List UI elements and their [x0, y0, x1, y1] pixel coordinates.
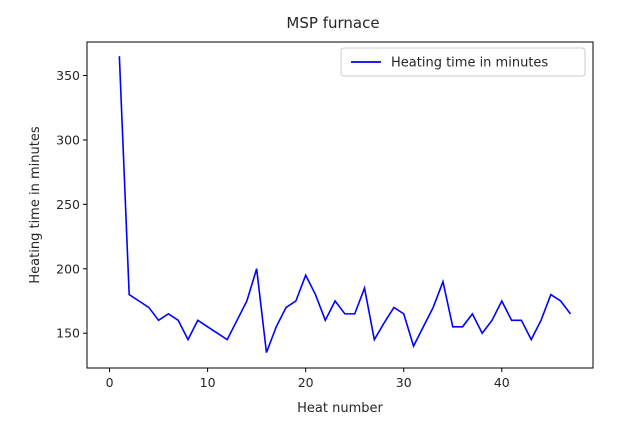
y-axis-ticks: 150 200 250 300 350	[56, 68, 87, 341]
y-tick-label: 300	[56, 132, 80, 147]
x-tick-label: 30	[396, 375, 412, 390]
chart-title: MSP furnace	[286, 14, 379, 32]
x-axis-label: Heat number	[297, 401, 383, 416]
plot-area-frame	[86, 41, 594, 369]
x-axis-ticks: 0 10 20 30 40	[106, 368, 510, 390]
series-line-heating-time	[118, 56, 572, 353]
y-tick-label: 150	[56, 326, 80, 341]
x-tick-label: 10	[200, 375, 216, 390]
y-tick-label: 350	[56, 68, 80, 83]
x-tick-label: 20	[298, 375, 314, 390]
y-tick-label: 200	[56, 261, 80, 276]
y-axis-label: Heating time in minutes	[28, 126, 43, 283]
x-tick-label: 40	[494, 375, 510, 390]
legend: Heating time in minutes	[340, 47, 586, 77]
x-tick-label: 0	[106, 375, 114, 390]
legend-box	[340, 47, 586, 77]
legend-label: Heating time in minutes	[391, 56, 548, 71]
y-tick-label: 250	[56, 197, 80, 212]
